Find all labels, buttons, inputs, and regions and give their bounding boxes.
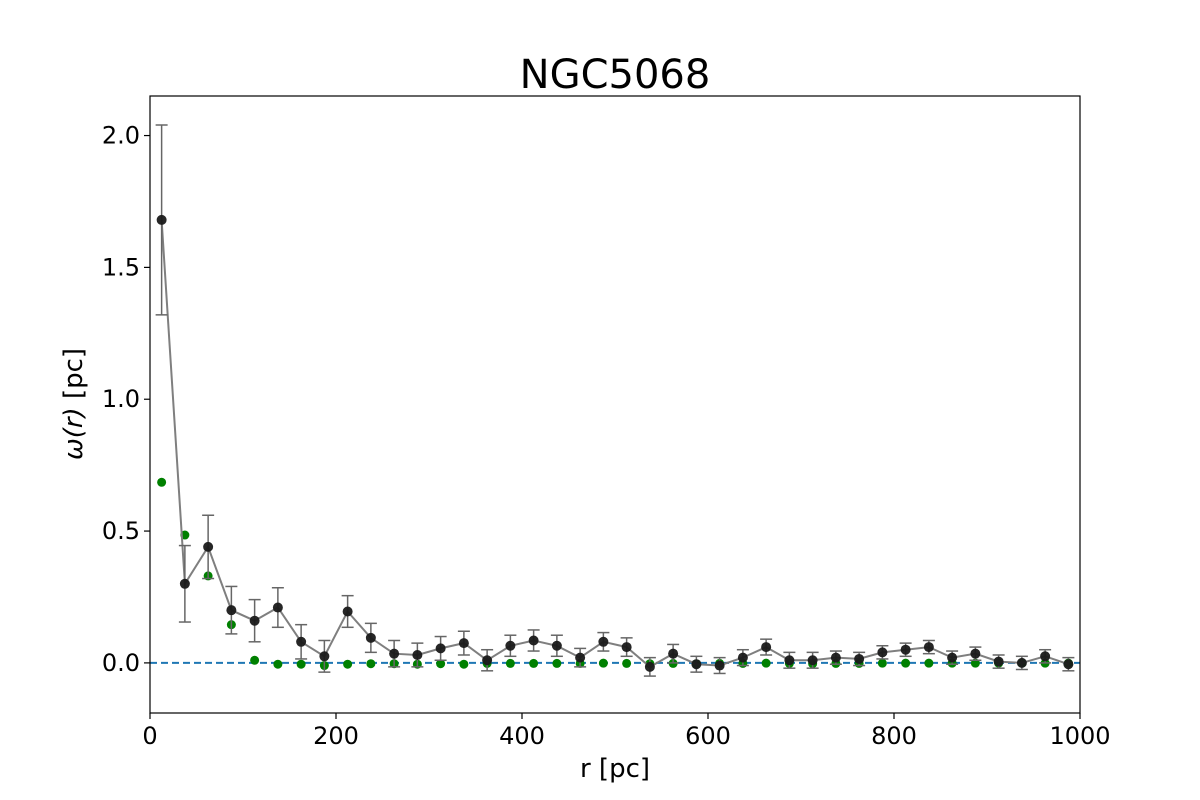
y-tick-label: 2.0 xyxy=(102,122,140,150)
measured-point xyxy=(993,656,1004,667)
plot-area xyxy=(150,124,1080,677)
measured-point xyxy=(272,602,283,613)
measured-point xyxy=(970,648,981,659)
measured-point xyxy=(1016,657,1027,668)
comparison-point xyxy=(273,659,283,669)
comparison-point xyxy=(250,655,260,665)
measured-point xyxy=(877,647,888,658)
measured-point xyxy=(761,642,772,653)
x-tick-label: 800 xyxy=(871,722,917,750)
measured-point xyxy=(1063,659,1074,670)
y-axis-label: ω(r) [pc] xyxy=(59,348,89,460)
measured-point xyxy=(412,649,423,660)
measured-point xyxy=(505,640,516,651)
measured-point xyxy=(575,652,586,663)
measured-point xyxy=(551,640,562,651)
x-tick-label: 1000 xyxy=(1049,722,1110,750)
measured-point xyxy=(226,605,237,616)
measured-point xyxy=(203,541,214,552)
measured-point xyxy=(179,578,190,589)
y-axis-label-unit: [pc] xyxy=(59,348,89,407)
y-tick-label: 1.0 xyxy=(102,385,140,413)
measured-line xyxy=(160,219,1069,669)
x-tick-label: 400 xyxy=(499,722,545,750)
axes: 0 200 400 600 800 1000 0.0 0.5 1.0 1.5 2.0 xyxy=(102,95,1111,750)
measured-point xyxy=(900,644,911,655)
comparison-point xyxy=(505,658,515,668)
measured-point xyxy=(737,652,748,663)
measured-point xyxy=(598,636,609,647)
chart-title: NGC5068 xyxy=(520,52,711,98)
measured-point xyxy=(830,652,841,663)
measured-point xyxy=(528,635,539,646)
measured-point xyxy=(621,642,632,653)
comparison-point xyxy=(366,659,376,669)
comparison-point xyxy=(529,658,539,668)
comparison-point xyxy=(296,659,306,669)
y-axis-label-symbol: ω(r) xyxy=(59,407,89,460)
measured-point xyxy=(714,660,725,671)
comparison-point xyxy=(436,659,446,669)
measured-point xyxy=(947,652,958,663)
measured-point xyxy=(784,655,795,666)
comparison-point xyxy=(901,658,911,668)
x-tick-label: 600 xyxy=(685,722,731,750)
comparison-point xyxy=(877,658,887,668)
comparison-point xyxy=(598,658,608,668)
measured-point xyxy=(854,653,865,664)
x-tick-label: 0 xyxy=(142,722,157,750)
plot-contents xyxy=(150,124,1080,677)
measured-point xyxy=(691,659,702,670)
comparison-point xyxy=(157,477,167,487)
measured-point xyxy=(458,638,469,649)
measured-point xyxy=(644,661,655,672)
y-tick-label: 0.0 xyxy=(102,649,140,677)
comparison-point xyxy=(343,659,353,669)
measured-point xyxy=(1040,651,1051,662)
comparison-point xyxy=(924,658,934,668)
measured-point xyxy=(365,632,376,643)
comparison-point xyxy=(761,658,771,668)
measured-point xyxy=(482,655,493,666)
x-axis-label: r [pc] xyxy=(580,754,650,784)
measured-point xyxy=(342,606,353,617)
measured-point xyxy=(296,636,307,647)
measured-point xyxy=(807,655,818,666)
y-tick-label: 1.5 xyxy=(102,253,140,281)
measured-point xyxy=(923,642,934,653)
measured-point xyxy=(319,651,330,662)
measured-point xyxy=(389,648,400,659)
comparison-point xyxy=(552,658,562,668)
measured-point xyxy=(156,214,167,225)
x-tick-label: 200 xyxy=(313,722,359,750)
comparison-point xyxy=(459,659,469,669)
comparison-point xyxy=(622,658,632,668)
measured-point xyxy=(435,643,446,654)
measured-point xyxy=(668,648,679,659)
axes-frame xyxy=(149,95,1081,714)
measured-point xyxy=(249,615,260,626)
y-tick-label: 0.5 xyxy=(102,517,140,545)
